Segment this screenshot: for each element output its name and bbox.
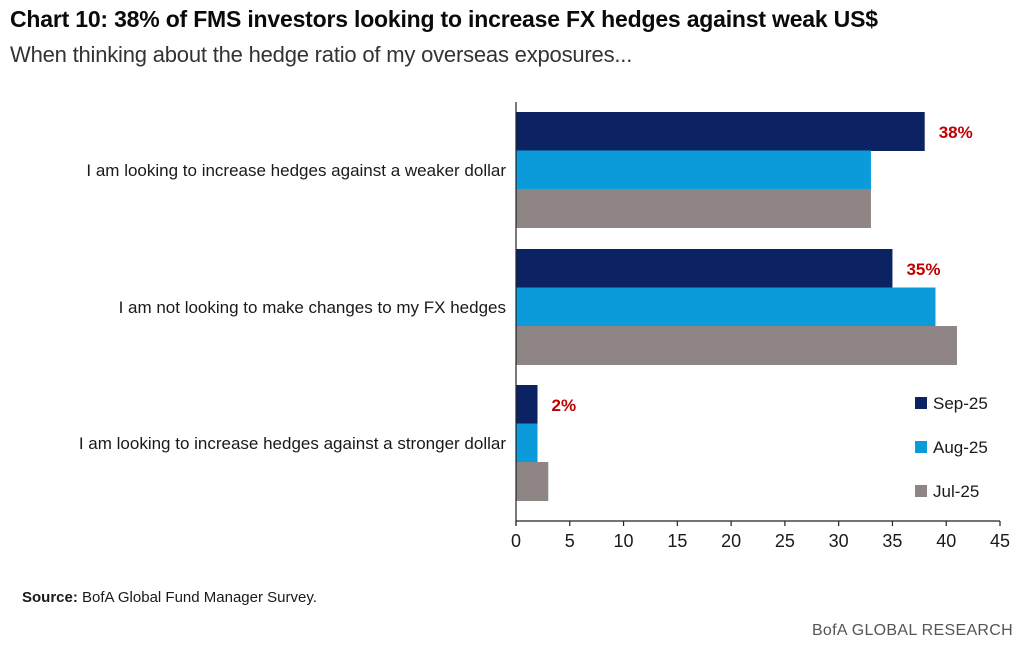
bar-sep-25-3: [516, 385, 538, 424]
source-text: BofA Global Fund Manager Survey.: [82, 589, 317, 606]
data-label: 35%: [906, 260, 940, 279]
bar-aug-25-1: [516, 150, 871, 190]
x-tick-label: 30: [829, 531, 849, 551]
category-label: I am looking to increase hedges against …: [86, 161, 506, 180]
legend-swatch-aug-25: [915, 441, 927, 453]
source-label: Source:: [22, 589, 78, 606]
x-tick-label: 25: [775, 531, 795, 551]
bar-aug-25-3: [516, 423, 538, 463]
x-tick-label: 15: [667, 531, 687, 551]
bar-jul-25-3: [516, 462, 549, 501]
x-tick-label: 0: [511, 531, 521, 551]
bar-sep-25-2: [516, 249, 893, 288]
x-tick-label: 40: [936, 531, 956, 551]
bar-jul-25-2: [516, 326, 957, 365]
data-label: 2%: [552, 396, 577, 415]
legend-label: Aug-25: [933, 438, 988, 457]
data-label: 38%: [939, 123, 973, 142]
legend-swatch-sep-25: [915, 397, 927, 409]
x-tick-label: 5: [565, 531, 575, 551]
source-note: Source: BofA Global Fund Manager Survey.: [22, 589, 317, 606]
chart-subtitle: When thinking about the hedge ratio of m…: [10, 42, 633, 67]
bar-aug-25-2: [516, 287, 936, 327]
bar-jul-25-1: [516, 189, 871, 228]
legend-label: Sep-25: [933, 394, 988, 413]
category-label: I am looking to increase hedges against …: [79, 434, 506, 453]
brand-footer: BofA GLOBAL RESEARCH: [811, 622, 1013, 639]
legend-label: Jul-25: [933, 482, 979, 501]
x-tick-label: 45: [990, 531, 1010, 551]
x-tick-label: 10: [614, 531, 634, 551]
legend-swatch-jul-25: [915, 485, 927, 497]
chart-title: Chart 10: 38% of FMS investors looking t…: [10, 6, 878, 32]
category-label: I am not looking to make changes to my F…: [119, 298, 506, 317]
x-tick-label: 35: [882, 531, 902, 551]
x-tick-label: 20: [721, 531, 741, 551]
bar-sep-25-1: [516, 112, 925, 151]
